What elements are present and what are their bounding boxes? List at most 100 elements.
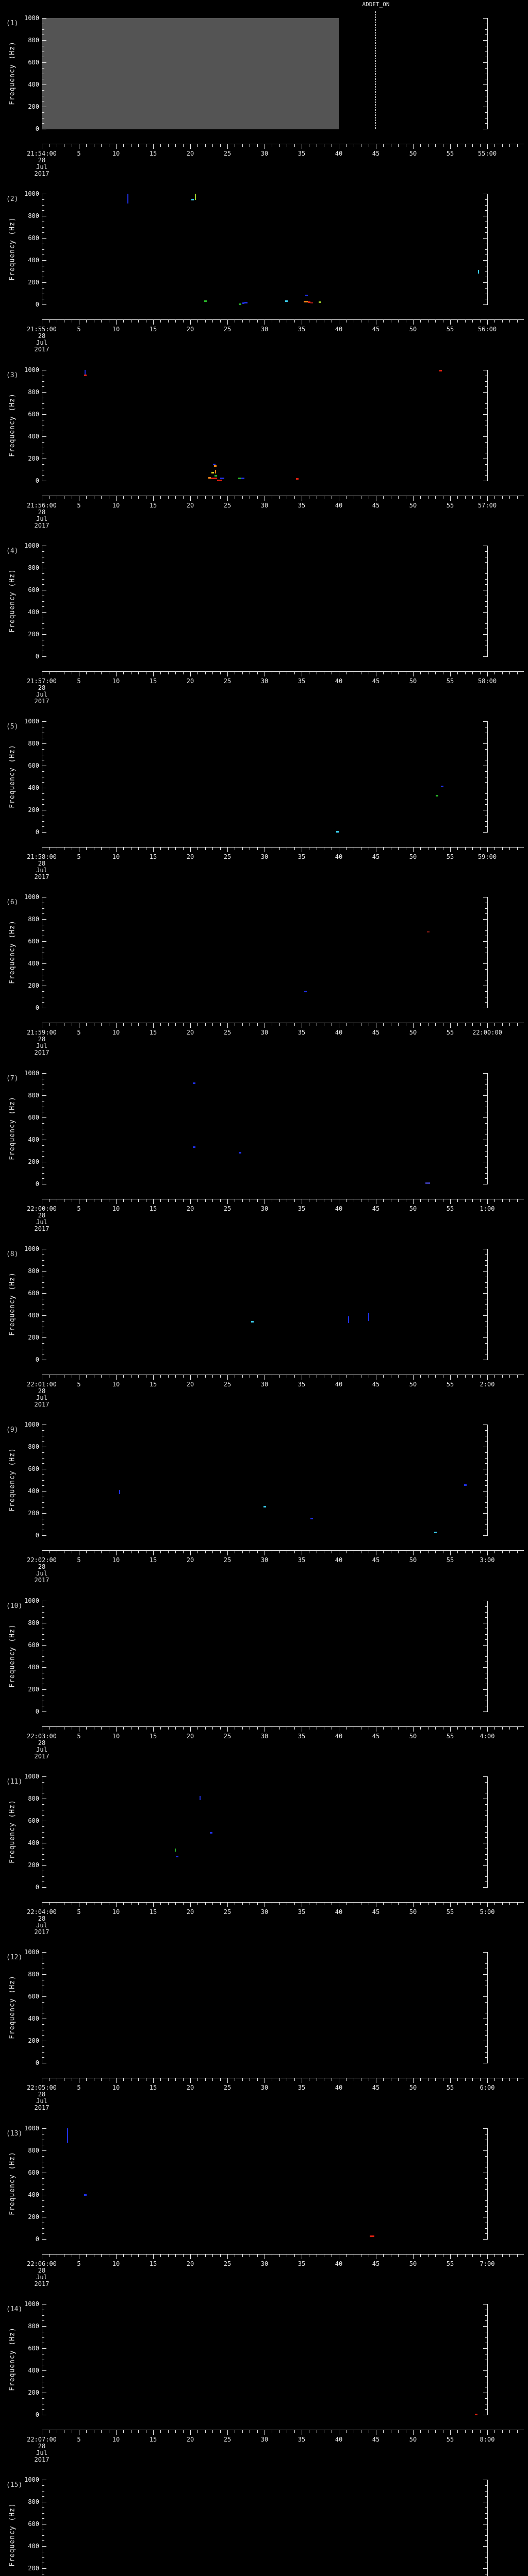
x-tick-label: 25 [223,2436,232,2443]
event-mark [220,477,225,479]
x-axis-tick [257,1023,258,1026]
panel-index-label: (5) [6,723,19,731]
x-axis-tick [480,1551,481,1553]
x-axis-tick [450,2430,451,2435]
x-tick-label: 10 [112,1029,120,1036]
x-axis-tick [227,2430,228,2435]
annotation-line [375,11,376,129]
y-axis-tick [483,656,487,657]
x-tick-label: 30 [260,1381,269,1388]
x-axis [42,1550,524,1551]
y-axis-tick [42,749,44,750]
x-axis-tick [49,672,50,674]
spectrogram-panel: 0 200 400 600 800 1000 22:07:00 5 10 15 20 25 30 35 40… [0,2286,528,2463]
y-axis-tick [483,634,487,635]
frequency-axis-title: Frequency (Hz) [8,1624,16,1688]
y-axis-tick [483,963,487,964]
x-axis-tick [509,2078,510,2081]
x-axis-tick [168,1199,169,1202]
x-tick-label: 20 [186,2084,194,2091]
x-tick-label: 5 [77,1733,81,1740]
y-tick-label: 0 [35,1356,39,1363]
event-mark [464,1484,467,1486]
x-axis-tick [205,1727,206,1730]
y-axis-tick [485,826,487,827]
x-axis-tick [472,2078,473,2081]
x-axis-tick [435,2255,436,2257]
x-axis-tick [457,144,458,147]
y-axis-tick [485,1084,487,1085]
x-axis-tick [398,1551,399,1553]
x-axis-tick [86,672,87,674]
y-tick-label: 1000 [24,1070,39,1077]
event-mark [251,1320,254,1323]
x-tick-label: 20 [186,1029,194,1036]
x-axis-tick [294,2078,295,2081]
event-mark [238,477,241,479]
x-axis-tick [197,1023,199,1026]
x-axis-tick [383,1727,384,1730]
y-axis-tick [483,1315,487,1316]
x-axis-tick [227,2255,228,2259]
y-axis-tick [485,2178,487,2179]
event-mark [214,474,217,477]
y-axis-tick [483,1337,487,1338]
y-axis-tick [485,1265,487,1266]
x-axis-tick [123,2430,124,2433]
x-axis-tick [517,848,518,850]
y-axis-tick [485,2046,487,2047]
x-axis-tick [197,2430,199,2433]
date-label: 2017 [34,1753,50,1760]
y-axis-tick [485,464,487,465]
x-axis-tick [242,496,243,499]
frequency-axis-title: Frequency (Hz) [8,2503,16,2567]
x-tick-label: 10 [112,1381,120,1388]
y-axis-tick [42,2206,44,2207]
x-axis [42,847,524,848]
x-tick-label: 50 [409,1908,417,1916]
y-axis-tick [42,1287,44,1289]
date-label: Jul [36,691,47,698]
y-axis-tick [485,2052,487,2053]
x-axis-tick [212,320,213,323]
y-tick-label: 1000 [24,893,39,901]
x-axis-tick [517,2255,518,2257]
x-axis-tick [383,2430,384,2433]
y-axis-tick [483,1952,487,1953]
x-tick-label: 55 [446,1205,454,1212]
event-mark [211,477,217,479]
frequency-axis-title: Frequency (Hz) [8,1272,16,1336]
y-axis-tick [42,2568,46,2569]
x-axis-tick [153,1023,154,1028]
y-tick-label: 600 [28,586,39,594]
x-axis-tick [197,1375,199,1378]
x-axis [42,2254,524,2255]
y-axis-tick [483,1996,487,1997]
x-axis-tick [294,1903,295,1905]
x-axis-tick [168,1903,169,1905]
y-axis-tick [42,2485,44,2486]
x-axis-tick [398,496,399,499]
event-mark [368,1312,369,1321]
x-axis-tick [138,672,139,674]
x-axis-tick [153,144,154,149]
y-axis-tick [42,1073,46,1074]
y-axis-tick [42,464,44,465]
x-axis-tick [517,320,518,323]
x-axis-tick [480,2255,481,2257]
date-label: Jul [36,1570,47,1577]
y-axis-tick [483,238,487,239]
x-axis-tick [398,1903,399,1905]
x-axis-tick [487,672,488,676]
y-axis-tick [485,2035,487,2036]
x-axis-tick [116,320,117,325]
x-axis-tick [175,1375,176,1378]
y-axis-tick [42,782,44,783]
x-axis-tick [257,1551,258,1553]
x-axis-tick [294,1023,295,1026]
x-tick-label: 10 [112,502,120,509]
y-axis-tick [42,1502,44,1503]
event-mark [318,301,321,303]
y-axis-tick [42,1524,44,1525]
y-axis-tick [42,2200,44,2201]
